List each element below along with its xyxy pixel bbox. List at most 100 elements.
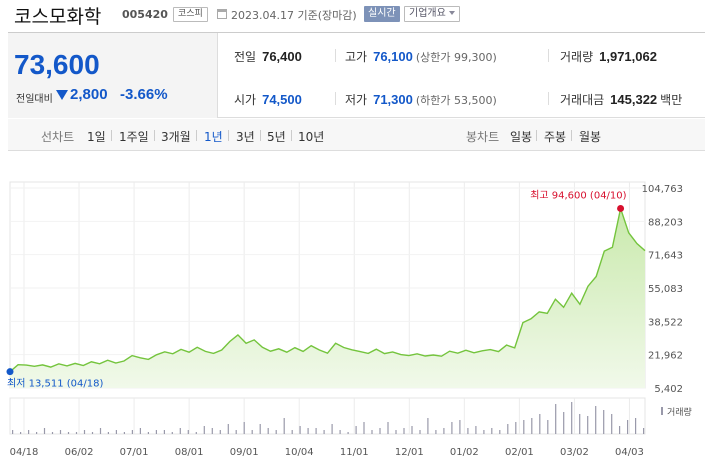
volume-stat: 거래량 1,971,062 (560, 48, 657, 65)
divider (196, 130, 197, 141)
volume-bar (107, 432, 109, 434)
y-tick-label: 104,763 (642, 184, 683, 195)
chevron-down-icon (448, 11, 455, 15)
price-chart: 04/18 06/02 07/01 08/01 09/01 10/04 11/01 12/01… (0, 170, 705, 466)
volume-bar (243, 422, 245, 434)
price-summary: 73,600 전일대비 2,800 -3.66% 전일 76,400 고가 76,1… (8, 32, 705, 118)
open-stat: 시가 74,500 (234, 91, 302, 108)
volume-bar (115, 430, 117, 434)
volume-bar (459, 420, 461, 434)
low-value: 71,300 (373, 92, 413, 107)
volume-bar (531, 418, 533, 434)
volume-bar (171, 432, 173, 434)
volume-bar (155, 430, 157, 434)
x-tick-label: 08/01 (175, 447, 204, 458)
volume-bar (203, 426, 205, 434)
x-tick-label: 12/01 (395, 447, 424, 458)
market-badge: 코스피 (173, 7, 208, 22)
high-label: 고가 (345, 50, 368, 64)
amount-stat: 거래대금 145,322 백만 (560, 91, 682, 108)
volume-bar (611, 414, 613, 434)
volume-bar (435, 430, 437, 434)
volume-bar (315, 428, 317, 434)
volume-bar (163, 430, 165, 434)
change-amount: 2,800 (70, 86, 108, 103)
divider (548, 49, 549, 62)
calendar-icon (217, 9, 227, 19)
divider (548, 92, 549, 105)
amount-unit: 백만 (660, 93, 683, 107)
volume-bar (643, 428, 645, 434)
change-percent: -3.66% (120, 86, 168, 103)
company-overview-dropdown[interactable]: 기업개요 (404, 6, 460, 22)
change-label: 전일대비 (16, 94, 53, 105)
volume-bar (99, 428, 102, 434)
period-3m[interactable]: 3개월 (161, 130, 191, 144)
candle-monthly[interactable]: 월봉 (579, 130, 602, 144)
volume-bar (467, 428, 469, 434)
amount-label: 거래대금 (560, 93, 605, 107)
period-1y[interactable]: 1년 (204, 130, 223, 144)
high-marker (617, 204, 625, 212)
period-5y[interactable]: 5년 (267, 130, 286, 144)
volume-bar (483, 430, 485, 434)
period-10y[interactable]: 10년 (298, 130, 325, 144)
period-1d[interactable]: 1일 (87, 130, 106, 144)
volume-bar (147, 432, 149, 434)
high-value: 76,100 (373, 49, 413, 64)
volume-bar (291, 430, 293, 434)
volume-bar (51, 432, 54, 434)
volume-bar (75, 432, 78, 434)
volume-legend-label: 거래량 (667, 406, 692, 418)
volume-bar (515, 422, 517, 434)
volume-bar (411, 426, 413, 434)
volume-bar (547, 420, 549, 434)
divider (154, 130, 155, 141)
x-tick-label: 01/02 (450, 447, 479, 458)
volume-bar (379, 428, 381, 434)
period-3y[interactable]: 3년 (236, 130, 255, 144)
volume-bar (36, 432, 38, 434)
candle-chart-label: 봉차트 (466, 130, 500, 144)
volume-bar (12, 430, 14, 434)
company-overview-label: 기업개요 (409, 8, 446, 19)
volume-bar (235, 430, 237, 434)
realtime-button[interactable]: 실시간 (364, 6, 400, 22)
x-tick-label: 06/02 (65, 447, 94, 458)
volume-bar (219, 430, 221, 434)
low-stat: 저가 71,300 (하한가 53,500) (345, 91, 497, 108)
prev-close-label: 전일 (234, 50, 257, 64)
y-tick-label: 71,643 (648, 251, 683, 262)
volume-bar (251, 430, 253, 434)
low-label: 최저 13,511 (04/18) (7, 378, 103, 390)
volume-bar (43, 428, 46, 434)
prev-close-stat: 전일 76,400 (234, 48, 302, 65)
volume-bar (131, 430, 133, 434)
open-label: 시가 (234, 93, 257, 107)
stock-code: 005420 (122, 8, 168, 21)
volume-bar (587, 416, 589, 434)
volume-bar (347, 432, 349, 434)
volume-bar (307, 428, 309, 434)
y-tick-label: 55,083 (648, 284, 683, 295)
volume-bar (299, 426, 301, 434)
volume-bar (123, 432, 125, 434)
volume-bar (195, 432, 197, 434)
x-tick-label: 09/01 (230, 447, 259, 458)
volume-bar (387, 422, 389, 434)
volume-bar (579, 414, 581, 434)
volume-bar (555, 404, 557, 434)
down-arrow-icon (56, 90, 68, 100)
candle-weekly[interactable]: 주봉 (544, 130, 567, 144)
price-line (9, 205, 646, 373)
low-label: 저가 (345, 93, 368, 107)
volume-bar (627, 420, 629, 434)
volume-bar (211, 428, 213, 434)
volume-bar (419, 430, 421, 434)
divider (536, 130, 537, 141)
candle-daily[interactable]: 일봉 (510, 130, 533, 144)
line-chart-label: 선차트 (41, 130, 75, 144)
volume-frame (9, 397, 646, 435)
period-1w[interactable]: 1주일 (119, 130, 149, 144)
price-area (10, 208, 645, 388)
